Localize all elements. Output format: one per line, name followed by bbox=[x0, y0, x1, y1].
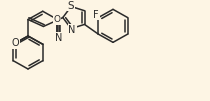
Text: F: F bbox=[93, 10, 99, 20]
Text: S: S bbox=[68, 1, 74, 11]
Text: N: N bbox=[55, 33, 63, 43]
Text: N: N bbox=[68, 25, 76, 35]
Text: O: O bbox=[11, 38, 19, 48]
Text: O: O bbox=[53, 15, 60, 24]
